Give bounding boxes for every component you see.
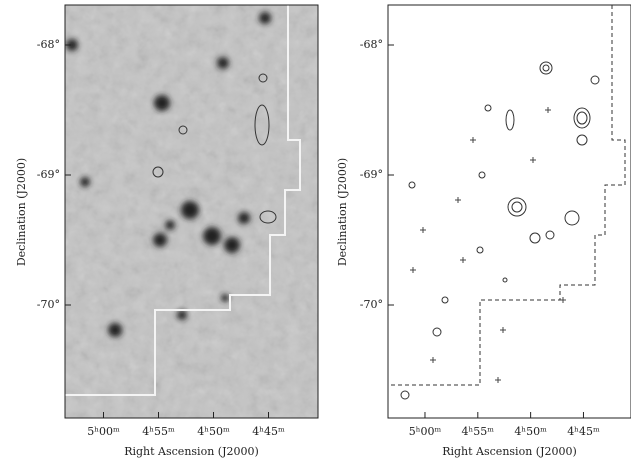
contour-map bbox=[388, 5, 631, 418]
x-tick-label: 4ʰ55ᵐ bbox=[142, 425, 175, 438]
x-tick-label: 4ʰ55ᵐ bbox=[462, 425, 495, 438]
x-tick-label: 4ʰ45ᵐ bbox=[252, 425, 285, 438]
y-tick-label: -69° bbox=[360, 168, 383, 181]
y-axis-label: Declination (J2000) bbox=[15, 158, 28, 266]
x-tick-label: 5ʰ00ᵐ bbox=[87, 425, 120, 438]
y-tick-label: -70° bbox=[360, 298, 383, 311]
x-tick-label: 5ʰ00ᵐ bbox=[409, 425, 442, 438]
x-axis-label: Right Ascension (J2000) bbox=[124, 445, 259, 458]
y-tick-label: -70° bbox=[37, 298, 60, 311]
x-tick-label: 4ʰ50ᵐ bbox=[197, 425, 230, 438]
x-tick-label: 4ʰ50ᵐ bbox=[514, 425, 547, 438]
grey-image bbox=[65, 5, 318, 418]
y-tick-label: -69° bbox=[37, 168, 60, 181]
x-tick-label: 4ʰ45ᵐ bbox=[567, 425, 600, 438]
y-tick-label: -68° bbox=[360, 38, 383, 51]
y-tick-label: -68° bbox=[37, 38, 60, 51]
y-axis-label: Declination (J2000) bbox=[336, 158, 349, 266]
x-axis-label: Right Ascension (J2000) bbox=[442, 445, 577, 458]
